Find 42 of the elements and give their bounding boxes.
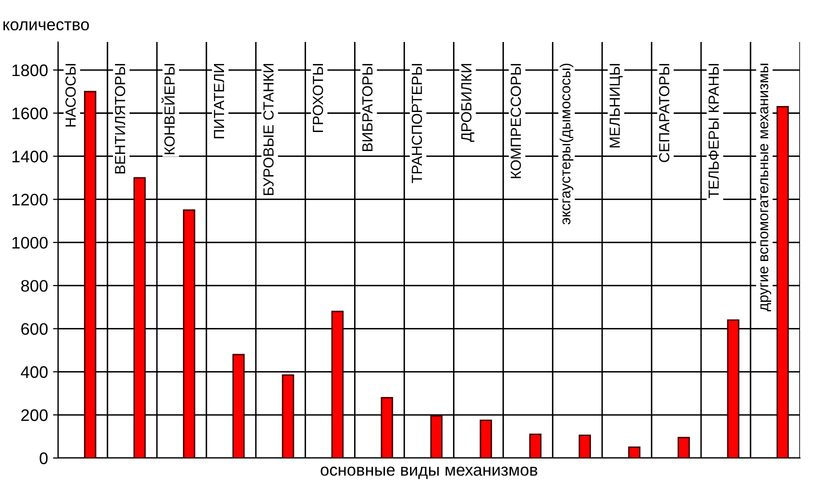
y-tick-label: 0 — [40, 452, 48, 464]
bar — [480, 420, 492, 458]
y-tick-label: 1200 — [12, 194, 48, 206]
bar — [232, 354, 245, 458]
bar — [678, 436, 690, 458]
x-tick-label: другие вспомогательные механизмы — [760, 64, 772, 312]
y-tick-label: 600 — [21, 323, 48, 335]
y-axis-title: количество — [3, 21, 89, 30]
bar — [628, 446, 640, 458]
x-tick-label: КОНВЕЙЕРЫ — [161, 64, 175, 154]
bar — [182, 209, 196, 458]
x-axis-title: основные виды механизмов — [320, 466, 538, 479]
bar — [578, 434, 591, 458]
bar — [380, 396, 394, 458]
x-tick-label: КОМПРЕССОРЫ — [510, 64, 521, 178]
x-tick-label: ГРОХОТЫ — [312, 64, 324, 132]
x-tick-label: ДРОБИЛКИ — [461, 64, 474, 142]
x-tick-label: СЕПАРАТОРЫ — [659, 64, 670, 162]
x-tick-label: НАСОСЫ — [65, 64, 76, 127]
bar — [529, 434, 542, 458]
bar — [430, 415, 443, 458]
x-tick-label: ВИБРАТОРЫ — [362, 64, 373, 151]
bar — [727, 319, 740, 458]
x-tick-label: ВЕНТИЛЯТОРЫ — [114, 64, 126, 174]
y-tick-label: 1000 — [12, 236, 48, 249]
y-tick-label: 800 — [21, 280, 48, 292]
bar — [133, 177, 146, 458]
y-tick-label: 1400 — [12, 150, 48, 162]
x-tick-label: ПИТАТЕЛИ — [214, 64, 224, 138]
y-tick-label: 400 — [20, 366, 48, 378]
x-tick-label: ТЕЛЬФЕРЫ КРАНЫ — [708, 64, 719, 198]
x-tick-label: эксгаустеры(дымососы) — [560, 64, 574, 224]
y-tick-label: 1600 — [12, 108, 48, 120]
y-tick-label: 1800 — [12, 64, 48, 76]
bar — [282, 374, 294, 458]
bar — [331, 310, 344, 458]
bar — [776, 106, 789, 458]
x-tick-label: МЕЛЬНИЦЫ — [610, 64, 623, 148]
y-tick-label: 200 — [21, 409, 48, 422]
x-tick-label: БУРОВЫЕ СТАНКИ — [263, 64, 274, 195]
bar — [84, 90, 96, 458]
x-tick-label: ТРАНСПОРТЕРЫ — [412, 64, 422, 184]
